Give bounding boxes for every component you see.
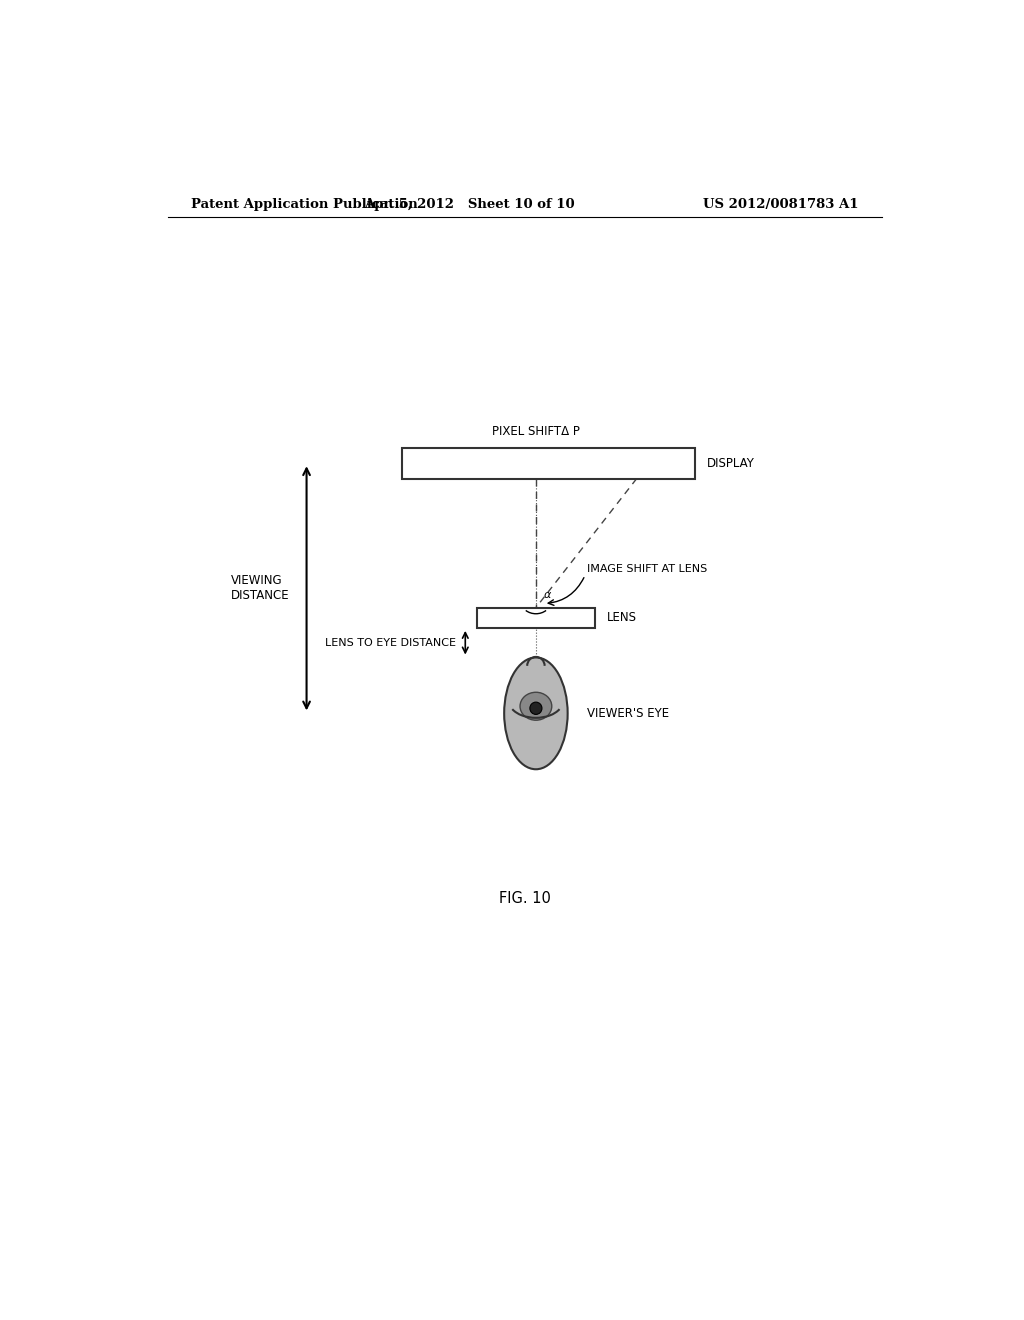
- Text: VIEWER'S EYE: VIEWER'S EYE: [588, 706, 670, 719]
- Text: LENS TO EYE DISTANCE: LENS TO EYE DISTANCE: [325, 638, 456, 648]
- Text: VIEWING
DISTANCE: VIEWING DISTANCE: [230, 574, 289, 602]
- Ellipse shape: [504, 657, 567, 770]
- Text: Patent Application Publication: Patent Application Publication: [191, 198, 418, 211]
- Bar: [477, 607, 595, 628]
- Text: DISPLAY: DISPLAY: [708, 457, 756, 470]
- Text: FIG. 10: FIG. 10: [499, 891, 551, 906]
- Text: PIXEL SHIFTΔ P: PIXEL SHIFTΔ P: [492, 425, 580, 438]
- Text: LENS: LENS: [606, 611, 637, 624]
- Ellipse shape: [520, 692, 552, 721]
- Text: US 2012/0081783 A1: US 2012/0081783 A1: [702, 198, 858, 211]
- Ellipse shape: [529, 702, 542, 714]
- Text: Apr. 5, 2012   Sheet 10 of 10: Apr. 5, 2012 Sheet 10 of 10: [364, 198, 574, 211]
- Bar: [401, 447, 695, 479]
- Text: IMAGE SHIFT AT LENS: IMAGE SHIFT AT LENS: [588, 564, 708, 574]
- Text: α: α: [544, 590, 551, 601]
